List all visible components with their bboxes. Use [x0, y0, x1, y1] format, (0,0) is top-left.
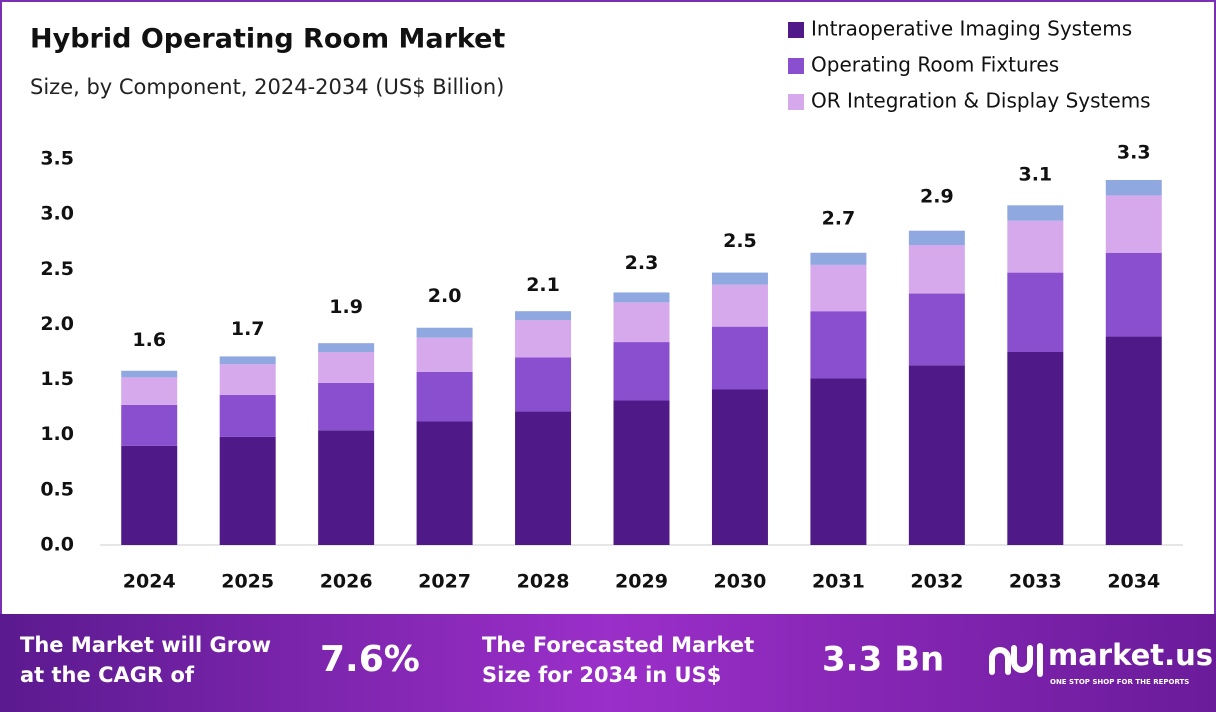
forecast-value: 3.3 Bn — [822, 640, 944, 680]
bar-segment — [810, 378, 867, 545]
y-tick-label: 2.5 — [40, 258, 74, 280]
bar-segment — [416, 421, 473, 545]
bar-segment — [613, 400, 670, 545]
x-tick-label: 2030 — [714, 571, 767, 593]
bar-segment — [613, 302, 670, 343]
bar-segment — [613, 342, 670, 401]
bar-segment — [219, 356, 276, 365]
total-label: 2.0 — [428, 285, 462, 307]
bar-segment — [515, 411, 572, 545]
bar-segment — [318, 352, 375, 383]
bar-segment — [416, 337, 473, 372]
bar-segment — [416, 327, 473, 338]
bar-segment — [810, 264, 867, 312]
y-tick-label: 1.0 — [40, 423, 74, 445]
x-tick-label: 2028 — [517, 571, 570, 593]
bar-segment — [908, 245, 965, 294]
forecast-text: Size for 2034 in US$ — [482, 663, 721, 687]
bar-segment — [1007, 352, 1064, 545]
bar-segment — [1007, 220, 1064, 273]
x-tick-label: 2027 — [418, 571, 471, 593]
bar-segment — [908, 230, 965, 246]
bar-segment — [711, 389, 768, 545]
bar-segment — [1007, 205, 1064, 221]
cagr-text: The Market will Grow — [20, 633, 271, 657]
brand: market.us — [1048, 638, 1213, 672]
y-tick-label: 3.5 — [40, 148, 74, 170]
bar-segment — [1105, 336, 1162, 545]
total-label: 3.3 — [1117, 142, 1151, 164]
x-tick-label: 2031 — [812, 571, 865, 593]
y-tick-label: 0.5 — [40, 478, 74, 500]
chart-title: Hybrid Operating Room Market — [30, 24, 505, 55]
total-label: 2.7 — [822, 208, 856, 230]
y-tick-label: 0.0 — [40, 534, 74, 556]
cagr-text: at the CAGR of — [20, 663, 195, 687]
total-label: 1.9 — [329, 296, 363, 318]
total-label: 1.7 — [231, 318, 265, 340]
legend-label: OR Integration & Display Systems — [811, 89, 1151, 113]
x-tick-label: 2025 — [221, 571, 274, 593]
x-tick-label: 2029 — [615, 571, 668, 593]
legend-swatch — [788, 58, 804, 74]
bar-segment — [908, 293, 965, 366]
chart-subtitle: Size, by Component, 2024-2034 (US$ Billi… — [30, 75, 504, 99]
bar-segment — [1105, 179, 1162, 196]
bar-segment — [318, 382, 375, 431]
cagr-value: 7.6% — [320, 639, 420, 680]
bar-segment — [121, 377, 178, 405]
x-tick-label: 2033 — [1009, 571, 1062, 593]
bar-segment — [810, 252, 867, 265]
bar-segment — [810, 311, 867, 379]
bar-segment — [416, 371, 473, 422]
bar-segment — [219, 364, 276, 396]
bar-segment — [1007, 272, 1064, 352]
bar-segment — [711, 272, 768, 285]
forecast-text: The Forecasted Market — [482, 633, 754, 657]
x-tick-label: 2034 — [1107, 571, 1160, 593]
bar-segment — [121, 370, 178, 378]
x-tick-label: 2032 — [910, 571, 963, 593]
bar-segment — [1105, 252, 1162, 337]
total-label: 1.6 — [132, 329, 166, 351]
y-tick-label: 3.0 — [40, 203, 74, 225]
legend-label: Operating Room Fixtures — [811, 53, 1059, 77]
y-tick-label: 1.5 — [40, 368, 74, 390]
bar-segment — [711, 326, 768, 390]
bar-segment — [613, 292, 670, 303]
bar-segment — [121, 445, 178, 545]
bar-segment — [219, 436, 276, 545]
total-label: 2.9 — [920, 186, 954, 208]
legend-swatch — [788, 22, 804, 38]
bar-segment — [515, 357, 572, 412]
bar-segment — [711, 284, 768, 327]
bar-segment — [219, 395, 276, 437]
bar-segment — [908, 365, 965, 545]
total-label: 2.1 — [526, 274, 560, 296]
bar-segment — [515, 311, 572, 321]
legend-label: Intraoperative Imaging Systems — [811, 17, 1132, 41]
x-tick-label: 2026 — [320, 571, 373, 593]
total-label: 3.1 — [1018, 164, 1052, 186]
logo — [989, 643, 1043, 677]
bar-segment — [318, 430, 375, 545]
bar-segment — [1105, 195, 1162, 253]
total-label: 2.3 — [625, 252, 659, 274]
y-tick-label: 2.0 — [40, 313, 74, 335]
tagline: ONE STOP SHOP FOR THE REPORTS — [1050, 678, 1189, 686]
total-label: 2.5 — [723, 230, 757, 252]
bar-segment — [318, 343, 375, 352]
bar-segment — [121, 404, 178, 446]
bar-segment — [515, 320, 572, 358]
legend-swatch — [788, 94, 804, 110]
x-tick-label: 2024 — [123, 571, 176, 593]
banner-text: The Market will Grow at the CAGR of 7.6%… — [20, 633, 1213, 687]
